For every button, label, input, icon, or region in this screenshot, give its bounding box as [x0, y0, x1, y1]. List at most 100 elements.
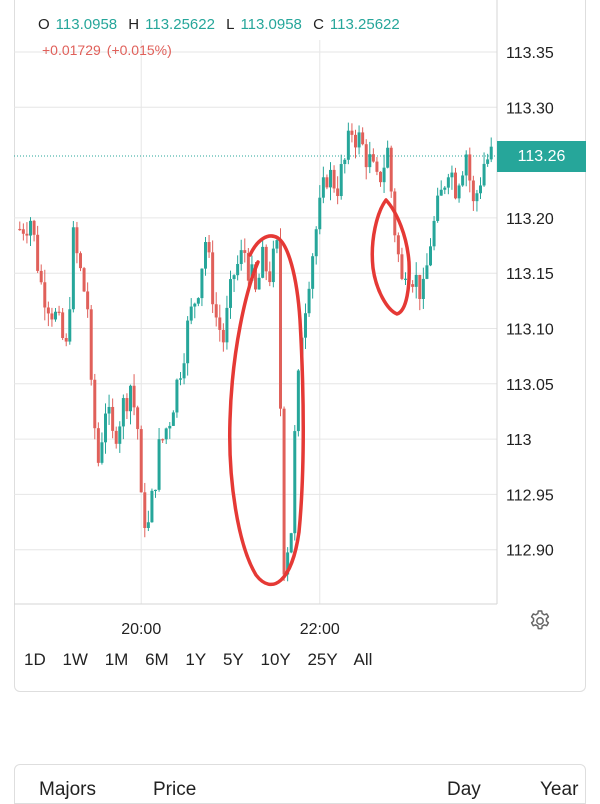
- candle-body: [211, 252, 215, 305]
- candle-body: [25, 233, 29, 236]
- candle-body: [311, 256, 315, 289]
- majors-table-header: Majors Price Day Year: [14, 764, 586, 804]
- candle-body: [182, 363, 186, 379]
- candle-body: [471, 180, 475, 202]
- candle-body: [225, 307, 229, 343]
- range-all-button[interactable]: All: [353, 650, 373, 669]
- candle-body: [368, 154, 372, 168]
- candle-body: [189, 306, 193, 321]
- candle-body: [79, 253, 82, 269]
- candle-body: [214, 304, 218, 318]
- column-day[interactable]: Day: [447, 779, 481, 800]
- candle-body: [96, 428, 100, 463]
- range-1y-button[interactable]: 1Y: [185, 650, 207, 669]
- candlestick-chart[interactable]: 113.35 113.30 113.20 113.15 113.10 113.05 113 1…: [0, 0, 600, 700]
- candle-body: [425, 265, 429, 279]
- candle-body: [325, 177, 329, 188]
- candle-body: [136, 407, 140, 430]
- candle-body: [196, 298, 200, 304]
- candle-body: [61, 312, 65, 338]
- candle-body: [29, 220, 32, 236]
- candle-body: [375, 161, 379, 172]
- candle-body: [489, 146, 493, 160]
- candle-body: [257, 277, 261, 290]
- column-year[interactable]: Year: [540, 779, 579, 800]
- x-tick-label: 22:00: [300, 621, 340, 638]
- candle-body: [57, 311, 61, 313]
- candle-body: [75, 227, 79, 254]
- candle-body: [314, 229, 318, 257]
- candle-body: [193, 303, 197, 307]
- candle-body: [411, 284, 415, 287]
- candle-body: [296, 370, 300, 432]
- candle-body: [321, 177, 325, 198]
- candle-body: [479, 185, 482, 194]
- change-percent: (+0.015%): [106, 42, 172, 58]
- candle-body: [457, 185, 461, 199]
- candle-body: [346, 130, 350, 160]
- change-readout: +0.01729 (+0.015%): [42, 42, 178, 58]
- candle-body: [275, 240, 279, 249]
- candle-body: [89, 309, 93, 380]
- candle-body: [179, 378, 182, 380]
- x-axis-labels: 20:00 22:00: [121, 621, 340, 638]
- candle-body: [93, 379, 97, 429]
- candle-body: [282, 408, 286, 575]
- close-value: 113.25622: [329, 16, 400, 33]
- range-1d-button[interactable]: 1D: [24, 650, 46, 669]
- candle-body: [236, 264, 240, 276]
- candle-body: [486, 159, 490, 164]
- candle-body: [400, 254, 404, 279]
- candle-body: [100, 442, 104, 463]
- candle-body: [293, 431, 297, 534]
- candle-body: [286, 552, 290, 575]
- candle-body: [443, 187, 447, 190]
- candle-body: [454, 172, 457, 199]
- change-value: +0.01729: [42, 42, 101, 58]
- annotation-loop-small: [370, 198, 411, 316]
- candle-body: [221, 329, 225, 343]
- candle-body: [43, 282, 47, 308]
- high-label: H: [128, 16, 140, 33]
- x-tick-label: 20:00: [121, 621, 161, 638]
- candle-body: [207, 242, 211, 253]
- candle-body: [229, 279, 232, 308]
- candle-body: [343, 159, 347, 165]
- candle-body: [39, 270, 43, 283]
- candle-body: [161, 439, 165, 441]
- range-1m-button[interactable]: 1M: [104, 650, 129, 669]
- range-1w-button[interactable]: 1W: [62, 650, 88, 669]
- range-5y-button[interactable]: 5Y: [222, 650, 244, 669]
- column-majors[interactable]: Majors: [39, 779, 97, 800]
- candle-body: [339, 164, 343, 197]
- candle-body: [354, 134, 357, 148]
- y-tick-label: 113.15: [506, 266, 554, 283]
- candle-body: [464, 154, 468, 176]
- candle-body: [386, 147, 390, 168]
- candle-body: [396, 235, 400, 255]
- range-10y-button[interactable]: 10Y: [260, 650, 291, 669]
- settings-gear-icon[interactable]: [528, 609, 552, 633]
- range-25y-button[interactable]: 25Y: [307, 650, 338, 669]
- candle-body: [168, 425, 172, 429]
- range-6m-button[interactable]: 6M: [145, 650, 169, 669]
- candle-body: [118, 426, 122, 444]
- open-value: 113.0958: [55, 16, 118, 33]
- ohlc-readout: O 113.0958 H 113.25622 L 113.0958 C 113.2562…: [38, 16, 407, 33]
- high-value: 113.25622: [145, 16, 215, 33]
- candle-body: [450, 172, 454, 178]
- candle-body: [111, 406, 115, 431]
- candle-body: [261, 246, 265, 278]
- candle-body: [50, 313, 54, 320]
- column-price[interactable]: Price: [153, 779, 197, 800]
- candle-body: [125, 398, 129, 412]
- candle-body: [171, 412, 175, 426]
- candle-body: [446, 177, 450, 188]
- candle-body: [68, 309, 72, 342]
- candle-body: [46, 307, 50, 314]
- candle-body: [418, 274, 422, 299]
- y-tick-label: 113.10: [506, 322, 554, 339]
- candle-body: [146, 522, 150, 528]
- annotation-loop-large: [227, 234, 305, 587]
- y-tick-label: 112.95: [506, 487, 554, 504]
